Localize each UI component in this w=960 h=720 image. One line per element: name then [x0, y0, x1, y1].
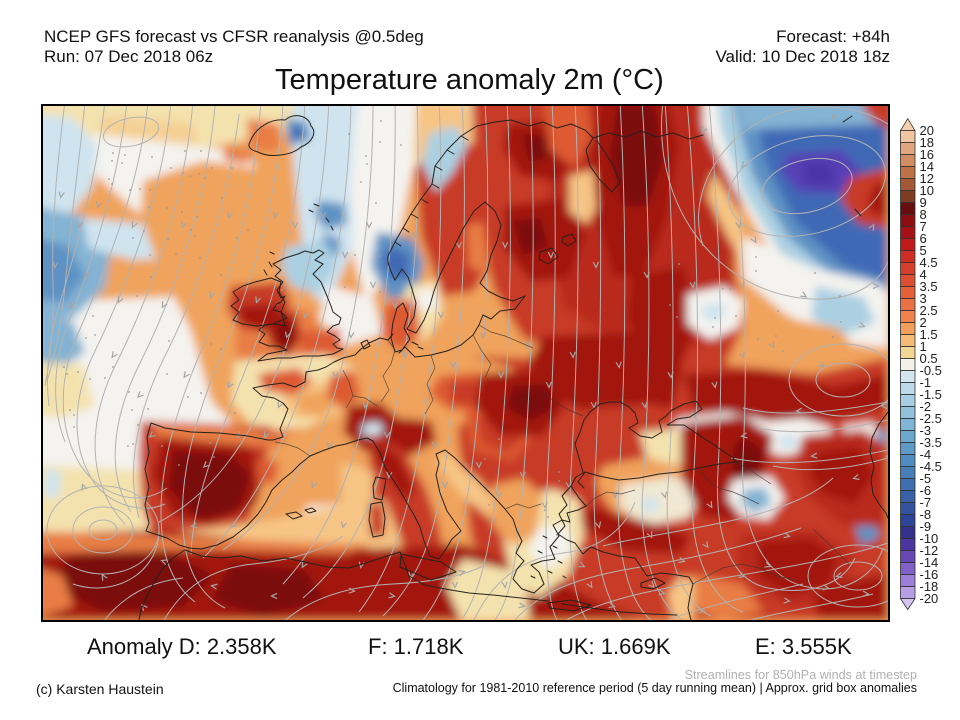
svg-text:4.5: 4.5: [920, 255, 938, 270]
svg-text:-3: -3: [920, 423, 932, 438]
svg-text:-20: -20: [920, 591, 939, 606]
svg-text:-4: -4: [920, 447, 932, 462]
svg-text:14: 14: [920, 159, 934, 174]
svg-text:-9: -9: [920, 519, 932, 534]
svg-text:-0.5: -0.5: [920, 363, 942, 378]
svg-text:1: 1: [920, 339, 927, 354]
svg-text:4: 4: [920, 267, 927, 282]
svg-text:5: 5: [920, 243, 927, 258]
svg-text:1.5: 1.5: [920, 327, 938, 342]
svg-text:10: 10: [920, 183, 934, 198]
svg-text:-5: -5: [920, 471, 932, 486]
svg-text:-10: -10: [920, 531, 939, 546]
svg-text:-14: -14: [920, 555, 939, 570]
svg-text:-8: -8: [920, 507, 932, 522]
svg-text:-7: -7: [920, 495, 932, 510]
svg-text:-2: -2: [920, 399, 932, 414]
svg-text:0.5: 0.5: [920, 351, 938, 366]
svg-text:-6: -6: [920, 483, 932, 498]
svg-text:8: 8: [920, 207, 927, 222]
svg-text:2: 2: [920, 315, 927, 330]
svg-text:7: 7: [920, 219, 927, 234]
svg-text:12: 12: [920, 171, 934, 186]
svg-text:2.5: 2.5: [920, 303, 938, 318]
svg-text:-16: -16: [920, 567, 939, 582]
svg-text:-3.5: -3.5: [920, 435, 942, 450]
svg-text:3: 3: [920, 291, 927, 306]
svg-text:6: 6: [920, 231, 927, 246]
svg-text:16: 16: [920, 147, 934, 162]
svg-text:20: 20: [920, 123, 934, 138]
svg-text:18: 18: [920, 135, 934, 150]
svg-text:3.5: 3.5: [920, 279, 938, 294]
svg-text:-2.5: -2.5: [920, 411, 942, 426]
svg-text:-12: -12: [920, 543, 939, 558]
svg-text:-1: -1: [920, 375, 932, 390]
svg-text:9: 9: [920, 195, 927, 210]
svg-text:-4.5: -4.5: [920, 459, 942, 474]
svg-text:-1.5: -1.5: [920, 387, 942, 402]
svg-text:-18: -18: [920, 579, 939, 594]
